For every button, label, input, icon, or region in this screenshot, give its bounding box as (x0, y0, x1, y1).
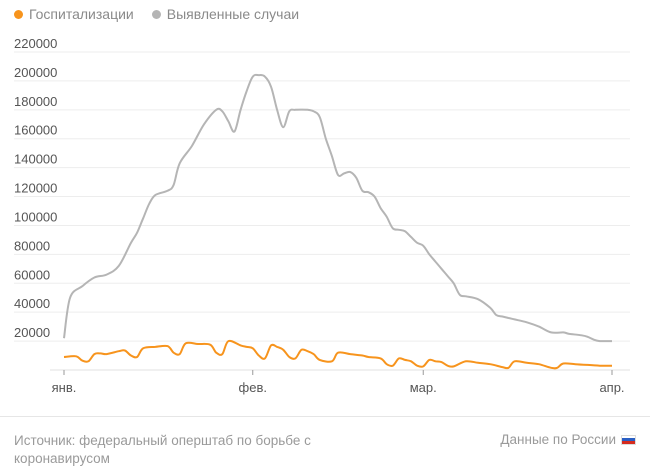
y-tick-label: 40000 (14, 296, 50, 311)
y-tick-label: 20000 (14, 325, 50, 340)
x-tick-label: фев. (239, 380, 267, 395)
x-tick-label: апр. (599, 380, 624, 395)
footer-divider (0, 416, 650, 417)
y-tick-label: 200000 (14, 65, 57, 80)
x-axis-ticks: янв. фев. мар. апр. (52, 370, 625, 395)
legend-label: Выявленные случаи (166, 6, 300, 22)
legend-dot-icon (14, 9, 23, 19)
x-tick-label: мар. (410, 380, 437, 395)
line-chart: 20000 40000 60000 80000 100000 120000 140000 16… (14, 36, 630, 395)
source-note: Источник: федеральный оперштаб по борьбе… (14, 433, 311, 466)
y-tick-label: 80000 (14, 238, 50, 253)
legend-item-cases[interactable]: Выявленные случаи (151, 6, 300, 22)
region-label: Данные по России (500, 432, 616, 447)
y-tick-label: 140000 (14, 152, 57, 167)
chart-legend: Госпитализации Выявленные случаи (14, 6, 299, 22)
y-axis-ticks: 20000 40000 60000 80000 100000 120000 140000 16… (14, 36, 57, 340)
chart-series (63, 73, 613, 370)
legend-label: Госпитализации (29, 6, 134, 22)
y-tick-label: 160000 (14, 123, 57, 138)
x-tick-label: янв. (52, 380, 77, 395)
y-tick-label: 100000 (14, 209, 57, 224)
legend-item-hospitalizations[interactable]: Госпитализации (14, 6, 134, 22)
y-tick-label: 120000 (14, 181, 57, 196)
legend-dot-icon (151, 9, 161, 19)
series-line (63, 73, 613, 343)
y-tick-label: 60000 (14, 267, 50, 282)
y-gridlines (14, 51, 630, 371)
y-tick-label: 220000 (14, 36, 57, 51)
region-selector[interactable]: Данные по России (500, 432, 636, 447)
y-tick-label: 180000 (14, 94, 57, 109)
russia-flag-icon (621, 434, 636, 445)
series-line (63, 339, 613, 370)
